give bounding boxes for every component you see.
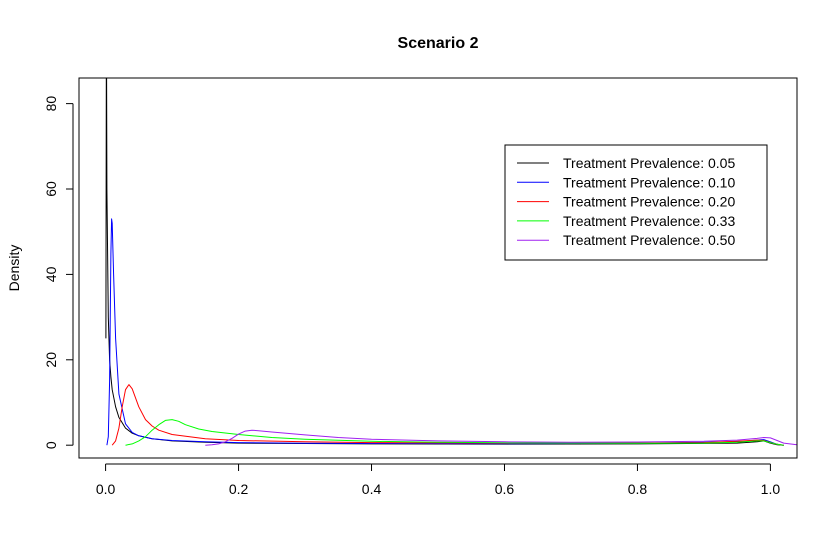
legend: Treatment Prevalence: 0.05 Treatment Prev… xyxy=(504,144,768,261)
legend-label-1: Treatment Prevalence: 0.05 xyxy=(563,155,735,171)
y-axis-label: Density xyxy=(6,245,22,292)
legend-box xyxy=(504,144,768,261)
x-tick-label: 0.8 xyxy=(628,481,648,497)
x-tick-label: 0.2 xyxy=(229,481,249,497)
series-layer xyxy=(105,78,797,446)
chart-title: Scenario 2 xyxy=(398,35,479,52)
y-tick-label: 20 xyxy=(43,352,59,368)
series-line-5 xyxy=(205,429,797,446)
y-tick-label: 0 xyxy=(43,441,59,449)
x-tick-label: 0.0 xyxy=(96,481,116,497)
legend-label-4: Treatment Prevalence: 0.33 xyxy=(563,213,735,229)
plot-frame xyxy=(78,77,798,459)
y-tick-label: 40 xyxy=(43,266,59,282)
legend-label-5: Treatment Prevalence: 0.50 xyxy=(563,232,735,248)
y-axis: 0 20 40 60 80 xyxy=(43,96,74,449)
series-line-3 xyxy=(111,384,784,446)
series-line-4 xyxy=(125,419,784,446)
legend-label-3: Treatment Prevalence: 0.20 xyxy=(563,194,735,210)
x-tick-label: 0.4 xyxy=(362,481,382,497)
x-tick-label: 1.0 xyxy=(761,481,781,497)
x-axis: 0.0 0.2 0.4 0.6 0.8 1.0 xyxy=(96,463,781,497)
legend-label-2: Treatment Prevalence: 0.10 xyxy=(563,174,735,190)
y-tick-label: 60 xyxy=(43,181,59,197)
y-tick-label: 80 xyxy=(43,96,59,112)
x-tick-label: 0.6 xyxy=(495,481,515,497)
